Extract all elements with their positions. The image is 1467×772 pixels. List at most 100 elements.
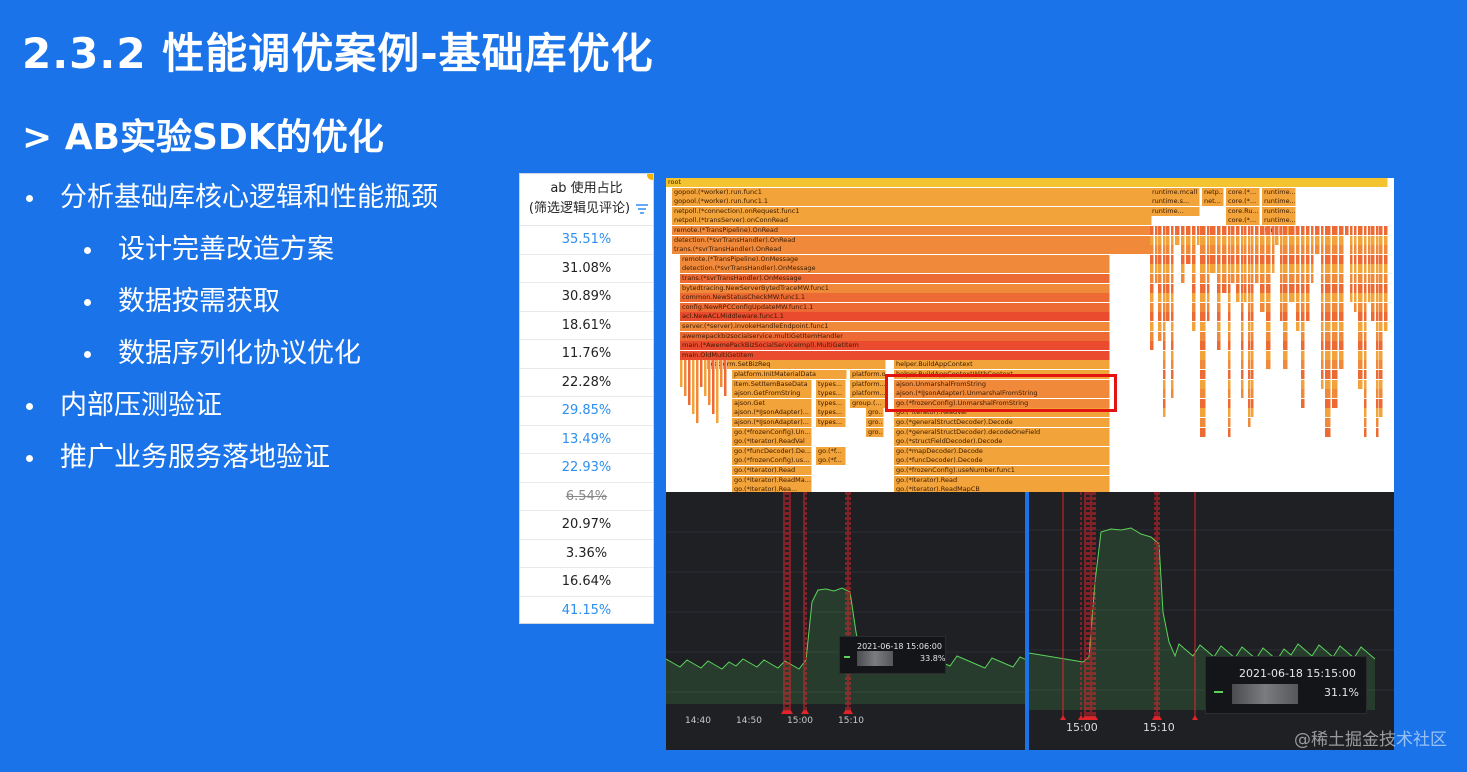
flame-frame[interactable] — [1163, 293, 1166, 303]
flame-frame[interactable]: go.(*Iterator).Rea... — [732, 485, 812, 492]
flame-frame[interactable] — [1332, 370, 1338, 379]
flame-frame[interactable] — [1255, 274, 1259, 283]
flame-frame[interactable] — [1301, 379, 1305, 389]
flame-frame[interactable] — [1306, 274, 1310, 283]
flame-frame[interactable] — [1255, 264, 1259, 274]
flame-frame[interactable] — [1339, 264, 1344, 274]
flame-frame[interactable] — [1266, 360, 1271, 370]
flame-frame[interactable] — [1248, 350, 1251, 360]
flame-frame[interactable] — [1371, 235, 1375, 245]
flame-frame[interactable] — [1306, 226, 1310, 235]
flame-frame[interactable] — [1251, 341, 1254, 351]
flame-frame[interactable] — [1251, 360, 1254, 370]
flame-frame[interactable]: trans.(*svrTransHandler).OnMessage — [680, 274, 1110, 283]
flame-frame[interactable] — [1251, 398, 1254, 408]
flame-frame[interactable] — [1368, 283, 1371, 293]
flame-frame[interactable]: go.(*mapDecoder).Decode — [894, 446, 1110, 456]
flame-frame[interactable] — [1222, 226, 1227, 235]
flame-frame[interactable] — [1192, 283, 1196, 293]
flame-frame[interactable] — [1251, 350, 1254, 360]
flame-frame[interactable] — [1289, 254, 1295, 264]
flame-frame[interactable] — [1155, 254, 1158, 264]
flame-frame[interactable] — [1358, 331, 1363, 341]
flame-frame[interactable] — [1251, 235, 1254, 245]
flame-frame[interactable] — [1289, 235, 1295, 245]
flame-frame[interactable]: go.(*frozenConfig).us... — [732, 456, 812, 466]
flame-frame[interactable] — [1200, 283, 1206, 293]
flame-frame[interactable] — [1192, 312, 1196, 322]
flame-frame[interactable] — [1332, 350, 1338, 360]
flame-frame[interactable] — [1296, 235, 1300, 245]
flame-frame[interactable] — [1321, 360, 1324, 370]
flame-frame[interactable] — [1345, 226, 1349, 235]
flame-frame[interactable] — [1283, 302, 1288, 312]
flame-frame[interactable] — [1371, 264, 1375, 274]
flame-frame[interactable] — [1251, 379, 1254, 389]
flame-frame[interactable] — [1301, 331, 1305, 341]
flame-frame[interactable] — [1358, 360, 1363, 370]
flame-frame[interactable] — [1301, 341, 1305, 351]
flame-frame[interactable] — [1325, 341, 1331, 351]
flame-frame[interactable] — [1158, 274, 1162, 283]
flame-frame[interactable] — [1350, 274, 1353, 283]
flame-frame[interactable] — [1192, 274, 1196, 283]
flame-frame[interactable] — [1228, 360, 1231, 370]
flame-frame[interactable] — [1241, 312, 1244, 322]
flame-frame[interactable] — [1384, 322, 1388, 331]
flame-frame[interactable] — [1210, 226, 1216, 235]
flame-frame[interactable] — [1251, 245, 1254, 255]
flame-frame[interactable] — [1289, 264, 1295, 274]
flame-frame[interactable] — [1241, 283, 1244, 293]
flame-frame[interactable]: go.(*frozenConfig).UnmarshalFromString — [894, 398, 1110, 408]
flame-frame[interactable] — [1368, 254, 1371, 264]
flame-frame[interactable] — [1321, 322, 1324, 331]
flame-frame[interactable] — [1358, 235, 1363, 245]
flame-frame[interactable] — [1376, 418, 1379, 427]
flame-frame[interactable] — [1325, 312, 1331, 322]
flame-frame[interactable] — [1266, 331, 1271, 341]
flame-frame[interactable]: go.(*Iterator).Read — [894, 475, 1110, 485]
flame-frame[interactable] — [1248, 302, 1251, 312]
flame-frame[interactable] — [1332, 235, 1338, 245]
flame-frame[interactable] — [1358, 283, 1363, 293]
flame-frame[interactable] — [1280, 293, 1283, 303]
flame-frame[interactable] — [1321, 226, 1324, 235]
flame-frame[interactable] — [1158, 226, 1162, 235]
flame-frame[interactable] — [1163, 331, 1166, 341]
flame-frame[interactable] — [1150, 302, 1154, 312]
flame-frame[interactable] — [1166, 312, 1170, 322]
flame-frame[interactable] — [1315, 235, 1320, 245]
flame-frame[interactable] — [1364, 274, 1367, 283]
flame-frame[interactable] — [1283, 293, 1288, 303]
flame-frame[interactable] — [1283, 322, 1288, 331]
flame-frame[interactable] — [1248, 389, 1251, 399]
flame-frame[interactable] — [1332, 302, 1338, 312]
flame-frame[interactable] — [1376, 312, 1379, 322]
flame-frame[interactable] — [1325, 293, 1331, 303]
flame-frame[interactable] — [1236, 235, 1240, 245]
flame-frame[interactable] — [1364, 341, 1367, 351]
flame-frame[interactable] — [1166, 235, 1170, 245]
flame-frame[interactable] — [1251, 293, 1254, 303]
flame-frame[interactable] — [1371, 274, 1375, 283]
flame-frame[interactable] — [1332, 312, 1338, 322]
flame-frame[interactable] — [1325, 350, 1331, 360]
flame-frame[interactable] — [1200, 398, 1206, 408]
flame-frame[interactable] — [1301, 360, 1305, 370]
flame-frame[interactable] — [1241, 254, 1244, 264]
flame-frame[interactable] — [1376, 408, 1379, 418]
flame-frame[interactable] — [1321, 264, 1324, 274]
flame-frame[interactable] — [1241, 360, 1244, 370]
flame-frame[interactable]: gro... — [866, 408, 884, 418]
flame-frame[interactable]: detection.(*svrTransHandler).OnMessage — [680, 264, 1110, 274]
flame-frame[interactable] — [1368, 226, 1371, 235]
flame-frame[interactable] — [1217, 235, 1221, 245]
flame-frame[interactable] — [1350, 293, 1353, 303]
flame-frame[interactable] — [1306, 264, 1310, 274]
flame-frame[interactable] — [1192, 226, 1196, 235]
flame-frame[interactable] — [1325, 322, 1331, 331]
flame-frame[interactable] — [1379, 398, 1383, 408]
flame-frame[interactable] — [1272, 235, 1275, 245]
flame-frame[interactable] — [1325, 245, 1331, 255]
flame-frame[interactable] — [1266, 245, 1271, 255]
